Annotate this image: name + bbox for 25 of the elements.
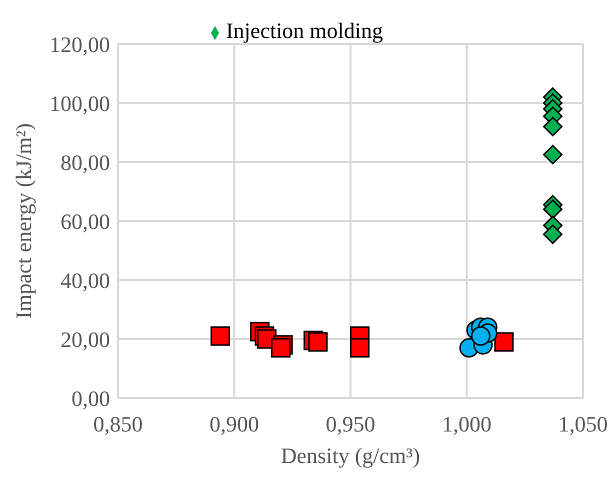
y-axis-title: Impact energy (kJ/m²)	[10, 123, 36, 319]
point	[350, 338, 370, 358]
y-tick-label: 100,00	[50, 90, 110, 116]
point	[543, 199, 563, 219]
point	[543, 116, 563, 136]
x-tick-label: 0,900	[210, 412, 259, 437]
x-tick-label: 0,850	[93, 412, 143, 437]
x-tick-label: 1,050	[558, 412, 608, 437]
point	[543, 144, 563, 164]
point	[470, 326, 490, 346]
legend-label: Injection molding	[226, 18, 384, 43]
point	[543, 224, 563, 244]
x-tick-label: 0,950	[326, 412, 376, 437]
y-tick-label: 20,00	[60, 326, 110, 352]
x-axis-title: Density (g/cm³)	[280, 443, 420, 468]
point	[271, 338, 290, 358]
point	[210, 326, 230, 346]
y-tick-label: 60,00	[60, 208, 110, 234]
y-tick-label: 80,00	[60, 150, 110, 175]
point	[494, 332, 514, 352]
x-tick-label: 1,000	[442, 412, 492, 437]
y-tick-label: 40,00	[60, 268, 110, 293]
y-tick-label: 120,00	[50, 32, 110, 57]
y-tick-label: 0,00	[72, 386, 110, 411]
point	[308, 332, 328, 352]
